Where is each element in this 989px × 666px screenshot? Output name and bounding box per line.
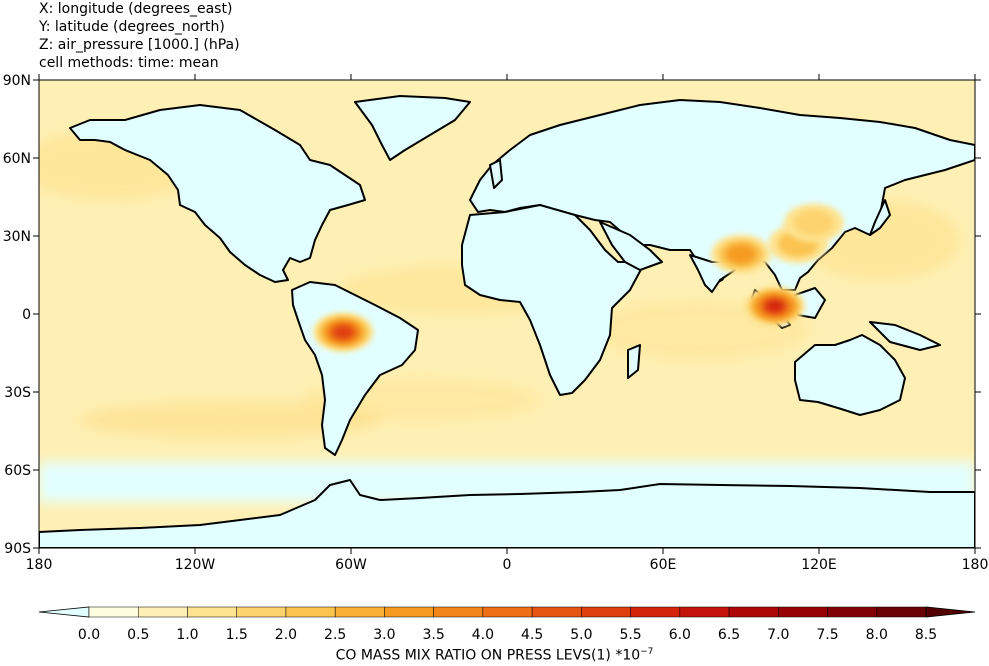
arabia <box>599 221 663 271</box>
colorbar-segment <box>187 606 237 618</box>
colorbar-title-text: CO MASS MIX RATIO ON PRESS LEVS(1) *10 <box>335 647 641 664</box>
hotspot-east-china-level <box>793 210 834 236</box>
y-tick-label: 60N <box>3 151 31 167</box>
colorbar-level-label: 1.0 <box>176 627 198 643</box>
y-tick-label: 0 <box>22 307 31 323</box>
colorbar-segment <box>827 606 878 618</box>
colorbar: 0.0 0.5 1.0 1.5 2.0 2.5 3.0 3.5 4.0 4.5 5.0 5.5 6.0 6… <box>38 606 976 643</box>
colorbar-level-label: 6.0 <box>669 627 691 643</box>
continents <box>39 95 975 548</box>
axis-ticks: 180 120W 60W 0 60E 120E 180 90N 60N 30N 0 30S 60S 90S <box>3 73 989 573</box>
y-tick-label: 30S <box>4 385 31 401</box>
x-tick-label: 60E <box>650 557 677 573</box>
madagascar <box>627 344 641 379</box>
colorbar-level-label: 0.0 <box>78 627 100 643</box>
y-tick-label: 90N <box>3 73 31 89</box>
colorbar-segment <box>137 606 188 618</box>
colorbar-segment <box>88 606 139 618</box>
japan <box>869 199 891 236</box>
colorbar-level-label: 5.0 <box>570 627 592 643</box>
colorbar-segment <box>482 606 533 618</box>
x-tick-label: 0 <box>503 557 512 573</box>
hotspots <box>313 203 844 352</box>
colorbar-level-label: 3.0 <box>373 627 395 643</box>
hotspot-southeast-asia-level <box>766 300 784 312</box>
colorbar-over-triangle <box>925 606 976 618</box>
cell-methods-description: cell methods: time: mean <box>39 55 219 71</box>
colorbar-segment <box>285 606 336 618</box>
colorbar-segment <box>531 606 582 618</box>
colorbar-level-label: 4.5 <box>521 627 543 643</box>
y-tick-label: 30N <box>3 229 31 245</box>
x-tick-label: 60W <box>335 557 367 573</box>
colorbar-level-label: 2.5 <box>324 627 346 643</box>
colorbar-segment <box>581 606 631 618</box>
colorbar-level-label: 5.5 <box>619 627 641 643</box>
hotspot-amazon-level <box>333 325 354 339</box>
x-axis-description: X: longitude (degrees_east) <box>39 1 233 17</box>
colorbar-segment <box>334 606 385 618</box>
colorbar-segment <box>728 606 779 618</box>
hotspot-bangladesh-level <box>726 244 756 264</box>
x-tick-label: 180 <box>26 557 53 573</box>
colorbar-level-label: 0.5 <box>127 627 149 643</box>
colorbar-segment <box>679 606 730 618</box>
colorbar-segment <box>384 606 434 618</box>
x-tick-label: 120W <box>175 557 216 573</box>
colorbar-level-label: 6.5 <box>718 627 740 643</box>
colorbar-level-label: 7.0 <box>767 627 789 643</box>
z-axis-description: Z: air_pressure [1000.] (hPa) <box>39 37 240 53</box>
colorbar-segment <box>630 606 681 618</box>
colorbar-level-label: 4.0 <box>472 627 494 643</box>
eurasia <box>469 99 975 291</box>
colorbar-segment <box>876 606 927 618</box>
colorbar-segment <box>236 606 287 618</box>
y-axis-description: Y: latitude (degrees_north) <box>39 19 225 35</box>
australia <box>794 334 906 416</box>
y-tick-label: 60S <box>4 463 31 479</box>
new-guinea <box>869 321 941 351</box>
x-tick-label: 180 <box>962 557 989 573</box>
colorbar-segment <box>778 606 828 618</box>
antarctica <box>39 479 975 548</box>
colorbar-level-label: 3.5 <box>423 627 445 643</box>
colorbar-level-label: 7.5 <box>816 627 838 643</box>
colorbar-level-label: 2.0 <box>275 627 297 643</box>
greenland <box>354 95 471 161</box>
colorbar-segment <box>433 606 484 618</box>
south-pacific-band <box>80 402 380 438</box>
uk <box>489 159 503 189</box>
x-tick-label: 120E <box>801 557 837 573</box>
colorbar-level-label: 8.0 <box>866 627 888 643</box>
colorbar-title-exponent: −7 <box>640 647 654 657</box>
colorbar-level-label: 1.5 <box>226 627 248 643</box>
map-field <box>39 80 975 548</box>
colorbar-title: CO MASS MIX RATIO ON PRESS LEVS(1) *10−7 <box>0 647 989 664</box>
colorbar-level-label: 8.5 <box>915 627 937 643</box>
colorbar-under-triangle <box>38 606 90 618</box>
africa <box>461 204 646 396</box>
y-tick-label: 90S <box>4 541 31 557</box>
plot-header: X: longitude (degrees_east) Y: latitude … <box>39 0 240 72</box>
north-america <box>69 104 366 283</box>
